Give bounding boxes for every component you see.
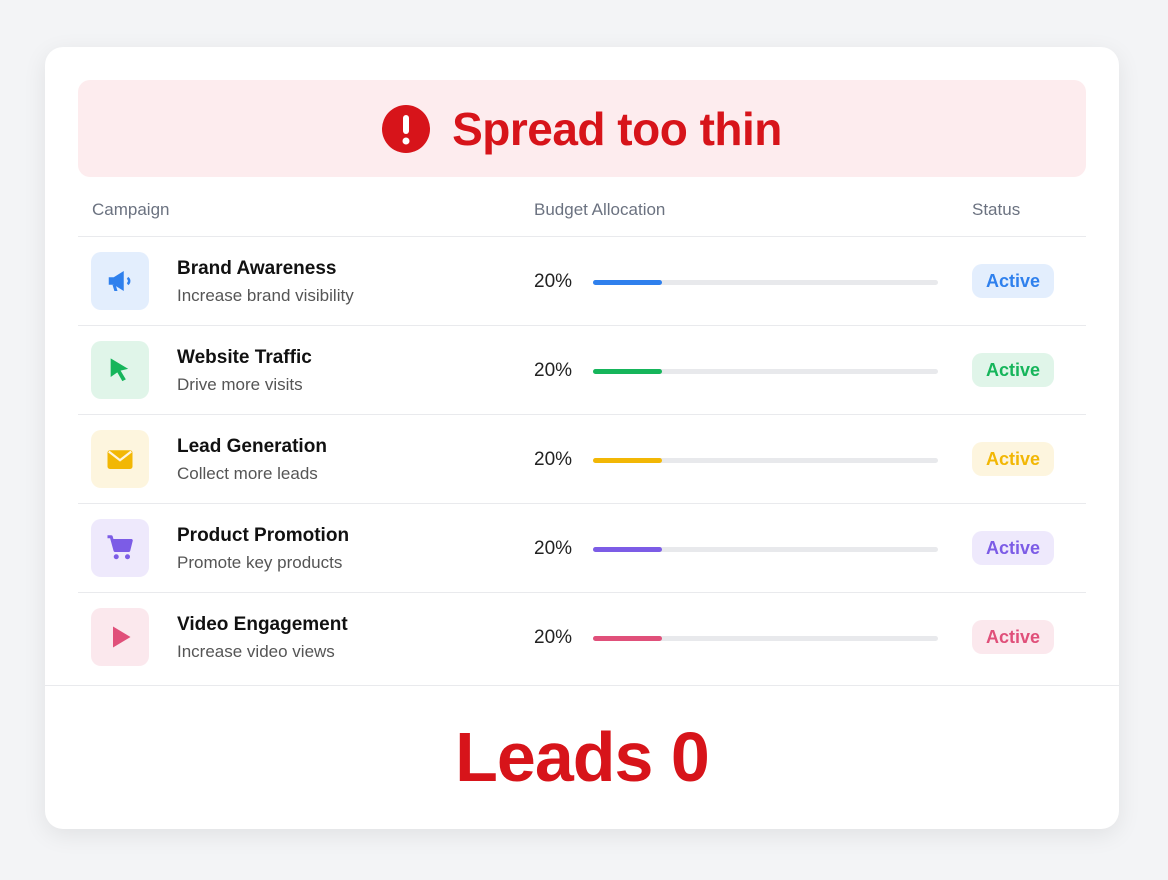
campaign-name: Video Engagement [177, 614, 348, 635]
budget-bar [593, 636, 662, 641]
status-badge: Active [972, 620, 1054, 654]
campaign-description: Increase brand visibility [177, 286, 354, 305]
campaign-name: Lead Generation [177, 436, 327, 457]
budget-bar [593, 369, 662, 374]
budget-track [593, 636, 938, 641]
banner-title: Spread too thin [452, 102, 782, 155]
campaign-icon [91, 608, 149, 666]
divider [45, 685, 1119, 686]
budget-percent: 20% [534, 271, 573, 292]
column-header: Budget Allocation [534, 200, 666, 219]
budget-bar [593, 280, 662, 285]
table-row: Video Engagement Increase video views 20% A… [78, 592, 1086, 682]
campaign-icon [91, 252, 149, 310]
budget-bar [593, 547, 662, 552]
campaign-description: Promote key products [177, 553, 343, 572]
table-row: Product Promotion Promote key products 20%… [78, 503, 1086, 593]
budget-percent: 20% [534, 627, 573, 648]
footer-text: Leads 0 [455, 718, 710, 796]
campaign-name: Product Promotion [177, 525, 350, 546]
warning-icon [382, 104, 431, 153]
budget-percent: 20% [534, 360, 573, 381]
column-header: Campaign [92, 200, 170, 219]
budget-track [593, 369, 938, 374]
budget-percent: 20% [534, 449, 573, 470]
warning-banner: Spread too thin [78, 80, 1086, 177]
table-row: Brand Awareness Increase brand visibility… [78, 236, 1086, 326]
budget-track [593, 547, 938, 552]
table-row: Lead Generation Collect more leads 20% Acti… [78, 414, 1086, 504]
status-badge: Active [972, 531, 1054, 565]
campaign-description: Drive more visits [177, 375, 303, 394]
status-badge: Active [972, 353, 1054, 387]
status-badge: Active [972, 264, 1054, 298]
budget-percent: 20% [534, 538, 573, 559]
budget-bar [593, 458, 662, 463]
column-header: Status [972, 200, 1021, 219]
campaign-description: Collect more leads [177, 464, 318, 483]
budget-track [593, 280, 938, 285]
budget-track [593, 458, 938, 463]
status-badge: Active [972, 442, 1054, 476]
campaign-icon [91, 341, 149, 399]
campaign-icon [91, 519, 149, 577]
campaign-icon [91, 430, 149, 488]
card: Spread too thin Campaign Budget Allocati… [45, 47, 1119, 829]
campaign-name: Website Traffic [177, 347, 312, 368]
campaign-description: Increase video views [177, 642, 335, 661]
campaign-name: Brand Awareness [177, 258, 337, 279]
table-row: Website Traffic Drive more visits 20% Activ… [78, 325, 1086, 415]
